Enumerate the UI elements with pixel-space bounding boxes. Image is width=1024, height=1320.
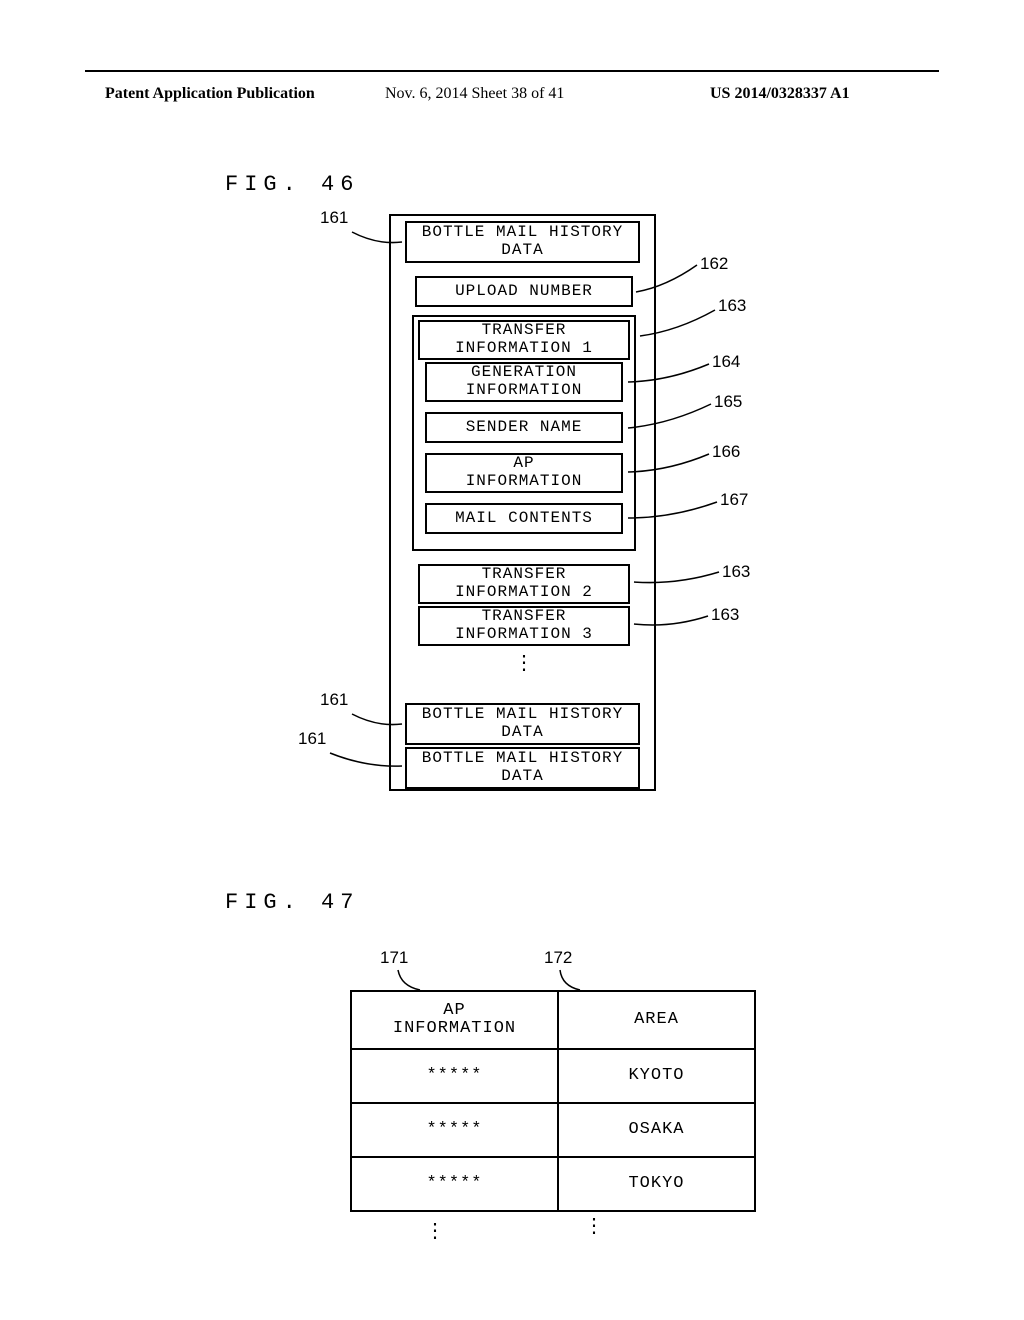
leader-lines-47 — [0, 0, 1024, 1320]
vdots-fig47-right: ⋮ — [584, 1225, 604, 1231]
ref-r172: 172 — [544, 948, 572, 968]
page: Patent Application Publication Nov. 6, 2… — [0, 0, 1024, 1320]
vdots-fig47-left: ⋮ — [425, 1230, 445, 1236]
ref-r171: 171 — [380, 948, 408, 968]
